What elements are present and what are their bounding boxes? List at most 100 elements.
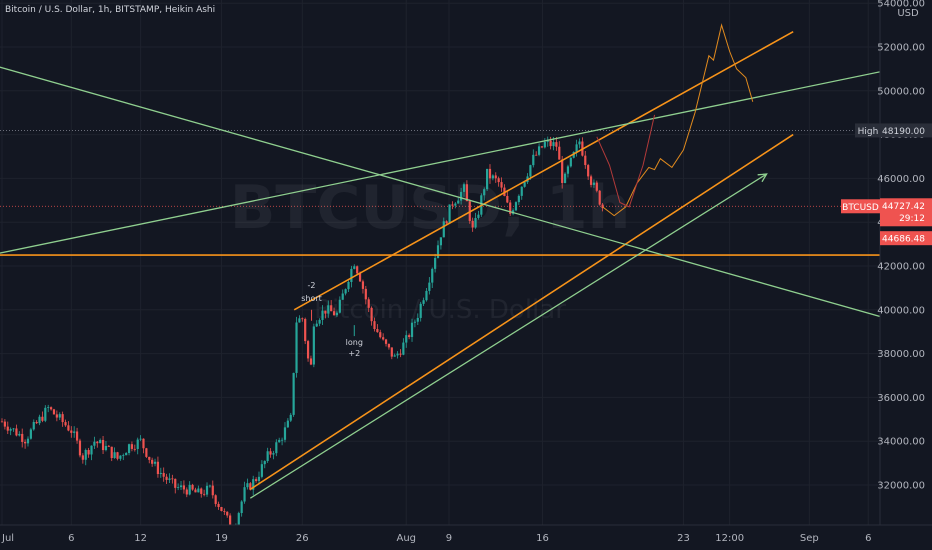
candle-body [90, 445, 93, 455]
candle-body [517, 195, 520, 203]
candle-body [379, 332, 382, 338]
trendline-green-arrow-line[interactable] [249, 173, 767, 499]
candle-body [182, 485, 186, 490]
candle-body [113, 452, 116, 459]
candle-body [159, 472, 162, 474]
candle-body [203, 493, 206, 495]
time-axis[interactable]: Jul 6 12 19 26 Aug 9 16 23 12:00 Sep 6 [0, 524, 932, 550]
candle-body [52, 409, 56, 415]
candle-body [318, 319, 321, 324]
candle-body [532, 154, 535, 166]
candle-body [419, 303, 422, 318]
x-tick-label: 23 [677, 533, 690, 544]
candle-body [99, 439, 102, 444]
annotation-label: -2 [308, 281, 316, 290]
candle-body [125, 453, 128, 456]
high-label-tag [855, 123, 881, 138]
candle-body [549, 140, 552, 147]
candle-body [87, 449, 90, 455]
trendline-green-falling-line[interactable] [0, 65, 927, 331]
candle-body [78, 440, 82, 456]
candle-body [55, 414, 58, 418]
candle-body [448, 204, 451, 224]
candle-body [500, 182, 503, 188]
candle-body [373, 321, 376, 330]
y-tick-label: 34000.00 [877, 437, 925, 448]
y-tick-label: 36000.00 [877, 393, 925, 404]
candle-body [445, 221, 448, 224]
candle-body [84, 449, 87, 460]
candle-body [575, 144, 578, 152]
trendlines-layer[interactable] [0, 23, 927, 499]
candle-body [578, 141, 581, 145]
candle-body [416, 317, 419, 322]
candle-body [177, 487, 180, 488]
candle-body [520, 186, 523, 196]
candle-body [491, 175, 494, 179]
candle-body [428, 282, 431, 291]
candle-body [223, 511, 226, 512]
y-tick-label: 54000.00 [877, 0, 925, 10]
candle-body [104, 445, 108, 451]
candle-body [460, 191, 463, 201]
price-axis[interactable]: 32000.00 34000.00 36000.00 38000.00 40000.00… [841, 0, 932, 525]
candle-body [185, 489, 188, 495]
candle-body [96, 441, 99, 444]
candle-body [335, 312, 339, 316]
candle-body [390, 347, 393, 357]
candle-body [514, 202, 518, 211]
trendline-channel-lower[interactable] [249, 133, 794, 491]
candle-body [321, 310, 324, 320]
x-tick-label: 16 [536, 533, 549, 544]
annotation-label: long [346, 338, 363, 347]
candle-body [75, 431, 79, 441]
candle-body [324, 310, 327, 314]
candle-body [376, 329, 379, 333]
candle-body [422, 300, 425, 304]
candle-body [462, 184, 466, 192]
candle-body [269, 451, 272, 455]
candle-body [356, 266, 359, 274]
candle-body [509, 202, 512, 214]
candle-body [145, 448, 148, 457]
candle-body [382, 337, 385, 340]
candle-body [283, 427, 287, 440]
trendline-channel-upper[interactable] [293, 30, 794, 311]
candle-body [32, 421, 35, 430]
candle-body [561, 159, 564, 184]
candle-body [425, 290, 428, 301]
x-tick-label: Aug [396, 533, 416, 544]
candle-body [130, 444, 134, 449]
candle-body [122, 455, 125, 457]
candle-body [165, 476, 168, 480]
candle-body [292, 372, 295, 415]
trendline-green-rising-line[interactable] [0, 61, 927, 255]
symbol-legend[interactable]: Bitcoin / U.S. Dollar, 1h, BITSTAMP, Hei… [5, 5, 216, 15]
candle-body [9, 429, 12, 431]
candle-body [142, 438, 145, 449]
candle-body [436, 245, 440, 259]
candle-body [566, 166, 570, 174]
candle-body [537, 146, 541, 155]
candle-body [569, 157, 572, 167]
y-tick-label: 42000.00 [877, 262, 925, 273]
candle-body [148, 456, 151, 460]
candle-body [384, 339, 388, 344]
candle-body [226, 511, 229, 516]
high-value-text: 48190.00 [882, 127, 925, 137]
candle-body [188, 484, 191, 495]
candle-body [70, 430, 73, 433]
candle-body [298, 318, 301, 323]
candle-body [156, 461, 160, 474]
candle-body [0, 421, 4, 423]
candle-body [330, 305, 333, 312]
candle-body [558, 146, 561, 160]
candle-body [41, 416, 44, 421]
candle-body [309, 358, 313, 365]
candle-body [162, 472, 165, 477]
legend-chart-style: Heikin Ashi [164, 5, 216, 15]
last-price-tag[interactable] [880, 198, 932, 227]
candle-body [344, 289, 347, 294]
